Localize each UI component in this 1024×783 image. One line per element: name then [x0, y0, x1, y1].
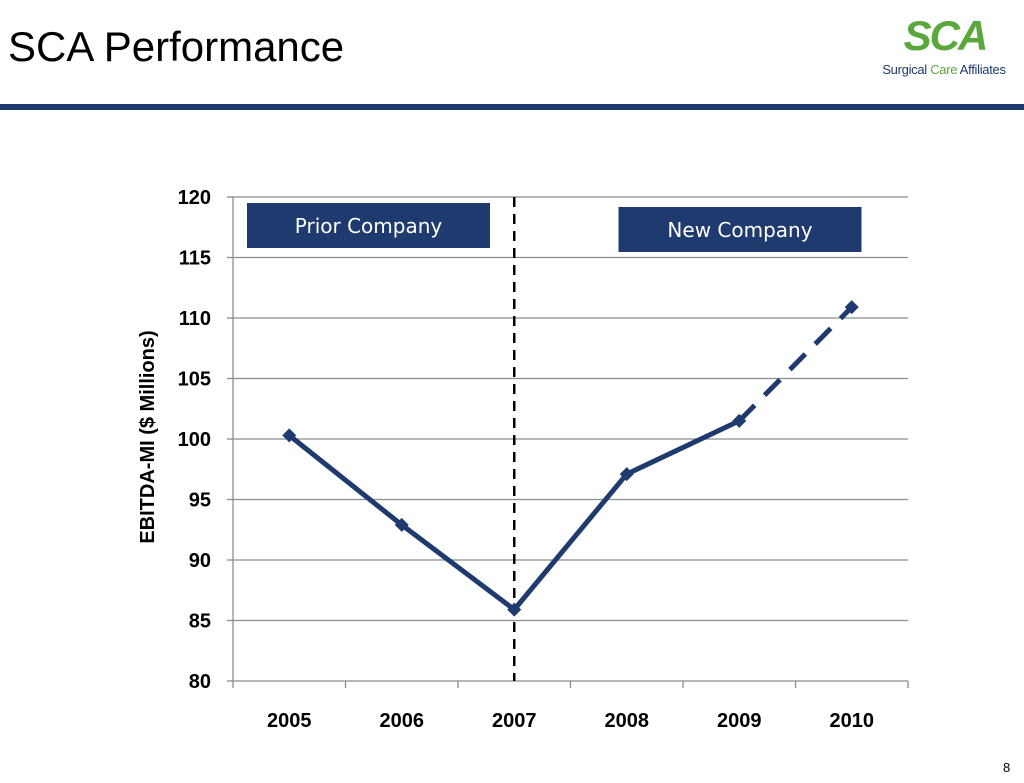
- data-point-2008: [619, 467, 634, 482]
- series-layer: [282, 300, 859, 617]
- page-number: 8: [1003, 760, 1011, 775]
- phase-layer: Prior Company New Company: [247, 203, 862, 252]
- x-tick-label-2006: 2006: [380, 710, 425, 732]
- y-tick-label-105: 105: [178, 369, 211, 391]
- y-axis-title: EBITDA-MI ($ Millions): [137, 330, 159, 543]
- y-tick-label-100: 100: [178, 429, 211, 451]
- phase-label-right: New Company: [667, 218, 812, 242]
- data-point-2009: [732, 413, 747, 428]
- y-tick-label-110: 110: [179, 308, 211, 330]
- y-tick-label-80: 80: [189, 671, 211, 693]
- x-tick-label-2008: 2008: [605, 710, 650, 732]
- logo-subtitle-care: Care: [930, 62, 958, 77]
- header-rule: [0, 104, 1024, 110]
- slide-title: SCA Performance: [8, 23, 345, 70]
- x-tick-label-2009: 2009: [717, 710, 762, 732]
- data-point-2005: [282, 428, 297, 443]
- axis-layer: [227, 196, 909, 688]
- phase-label-left: Prior Company: [295, 214, 443, 238]
- y-tick-label-85: 85: [189, 611, 211, 633]
- x-tick-label-2005: 2005: [267, 710, 312, 732]
- label-layer: 80 85 90 95 100 105 110 115 120 2005 2006 2007 2008 2…: [137, 187, 874, 732]
- data-point-2006: [394, 517, 409, 532]
- logo-subtitle: Surgical Care Affiliates: [868, 62, 1020, 77]
- x-tick-label-2007: 2007: [492, 710, 537, 732]
- y-tick-label-115: 115: [179, 248, 211, 270]
- phase-box-left: [247, 203, 490, 248]
- logo-subtitle-part1: Surgical: [882, 62, 931, 77]
- series-line-solid: [287, 418, 741, 613]
- logo-subtitle-part3: Affiliates: [957, 62, 1006, 77]
- phase-box-right: [618, 207, 862, 252]
- y-tick-label-95: 95: [189, 490, 211, 512]
- y-tick-label-90: 90: [189, 550, 211, 572]
- sca-logo: SCA Surgical Care Affiliates: [868, 14, 1020, 84]
- x-tick-label-2010: 2010: [830, 710, 875, 732]
- series-line-projected: [737, 305, 854, 423]
- logo-mark: SCA: [903, 12, 989, 59]
- y-tick-label-120: 120: [178, 187, 211, 209]
- data-point-2007: [507, 602, 522, 617]
- data-point-2010: [844, 300, 859, 315]
- grid-layer: [233, 196, 908, 622]
